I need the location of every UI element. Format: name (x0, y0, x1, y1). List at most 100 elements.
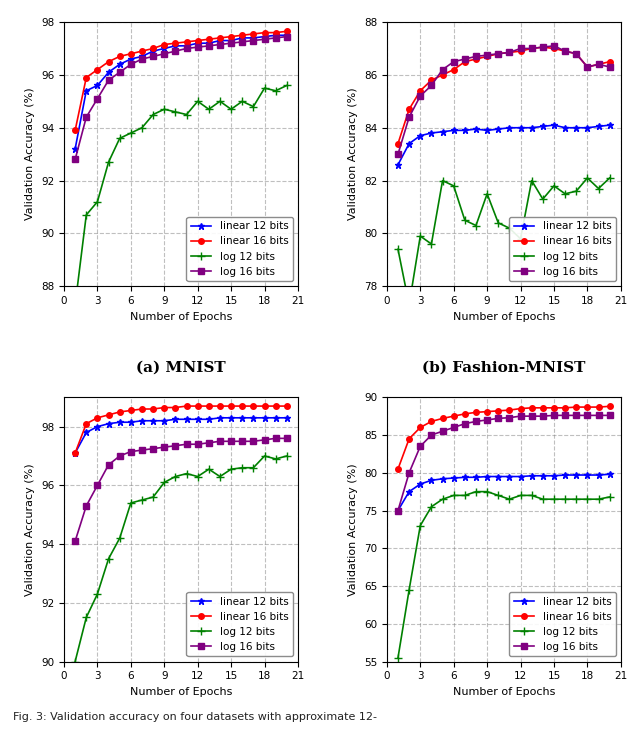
linear 12 bits (283, 31, 291, 40)
linear 12 bits (172, 41, 179, 50)
log 12 bits (283, 451, 291, 460)
log 12 bits (105, 158, 113, 167)
log 16 bits (394, 506, 402, 515)
linear 16 bits (194, 401, 202, 410)
log 12 bits (116, 134, 124, 143)
linear 12 bits (272, 31, 280, 40)
log 12 bits (260, 451, 268, 460)
linear 12 bits (438, 127, 446, 136)
linear 12 bits (417, 132, 424, 140)
log 16 bits (417, 92, 424, 101)
linear 16 bits (71, 126, 79, 135)
linear 16 bits (283, 27, 291, 36)
log 12 bits (428, 240, 435, 248)
log 16 bits (250, 437, 257, 445)
log 12 bits (205, 465, 212, 473)
linear 16 bits (550, 44, 558, 53)
log 12 bits (71, 657, 79, 666)
linear 16 bits (127, 49, 134, 58)
log 16 bits (483, 51, 491, 60)
log 12 bits (561, 190, 569, 198)
log 16 bits (71, 537, 79, 545)
Line: log 12 bits: log 12 bits (394, 173, 614, 309)
log 16 bits (260, 435, 268, 444)
linear 16 bits (93, 65, 101, 74)
linear 12 bits (428, 476, 435, 484)
linear 16 bits (495, 49, 502, 58)
linear 16 bits (483, 52, 491, 61)
log 16 bits (127, 447, 134, 456)
log 16 bits (405, 468, 413, 477)
log 16 bits (283, 434, 291, 442)
linear 12 bits (105, 419, 113, 428)
log 16 bits (550, 411, 558, 420)
log 12 bits (83, 210, 90, 219)
log 12 bits (450, 491, 458, 500)
Legend: linear 12 bits, linear 16 bits, log 12 bits, log 16 bits: linear 12 bits, linear 16 bits, log 12 b… (186, 217, 292, 281)
log 16 bits (461, 419, 468, 428)
linear 16 bits (483, 407, 491, 416)
linear 16 bits (394, 139, 402, 148)
linear 16 bits (283, 401, 291, 410)
log 12 bits (138, 123, 146, 132)
linear 12 bits (584, 123, 591, 132)
linear 16 bits (116, 407, 124, 416)
linear 12 bits (272, 413, 280, 422)
linear 16 bits (93, 413, 101, 422)
log 16 bits (116, 68, 124, 76)
linear 16 bits (438, 414, 446, 423)
log 16 bits (428, 81, 435, 90)
linear 16 bits (506, 406, 513, 415)
log 12 bits (227, 105, 235, 114)
log 16 bits (149, 444, 157, 453)
linear 12 bits (93, 422, 101, 431)
Line: linear 12 bits: linear 12 bits (394, 121, 613, 168)
log 16 bits (194, 43, 202, 51)
log 16 bits (438, 65, 446, 74)
linear 12 bits (283, 413, 291, 422)
log 16 bits (138, 445, 146, 454)
log 12 bits (405, 585, 413, 594)
log 16 bits (417, 442, 424, 451)
linear 16 bits (506, 48, 513, 57)
linear 12 bits (239, 413, 246, 422)
log 12 bits (472, 487, 480, 496)
linear 16 bits (83, 73, 90, 82)
linear 16 bits (138, 404, 146, 413)
log 16 bits (595, 60, 602, 69)
log 16 bits (283, 32, 291, 41)
log 16 bits (93, 481, 101, 490)
linear 12 bits (216, 36, 224, 45)
log 16 bits (584, 62, 591, 71)
log 16 bits (438, 427, 446, 436)
linear 12 bits (161, 44, 168, 53)
log 12 bits (606, 492, 614, 501)
linear 16 bits (595, 60, 602, 69)
linear 16 bits (606, 57, 614, 66)
linear 12 bits (516, 123, 524, 132)
log 12 bits (394, 245, 402, 254)
log 16 bits (405, 112, 413, 121)
linear 16 bits (572, 49, 580, 58)
linear 16 bits (405, 105, 413, 114)
linear 16 bits (149, 404, 157, 413)
linear 16 bits (172, 403, 179, 412)
linear 16 bits (182, 37, 190, 46)
linear 12 bits (83, 428, 90, 437)
linear 12 bits (595, 470, 602, 479)
linear 12 bits (483, 472, 491, 481)
log 16 bits (172, 47, 179, 56)
log 16 bits (472, 52, 480, 61)
log 12 bits (172, 472, 179, 481)
log 12 bits (506, 223, 513, 232)
Y-axis label: Validation Accuracy (%): Validation Accuracy (%) (348, 463, 358, 595)
linear 12 bits (572, 470, 580, 479)
linear 12 bits (216, 413, 224, 422)
Line: log 16 bits: log 16 bits (396, 412, 612, 513)
linear 12 bits (472, 473, 480, 481)
linear 16 bits (272, 28, 280, 37)
log 12 bits (483, 190, 491, 198)
linear 12 bits (138, 416, 146, 425)
linear 16 bits (250, 401, 257, 410)
log 16 bits (161, 49, 168, 58)
